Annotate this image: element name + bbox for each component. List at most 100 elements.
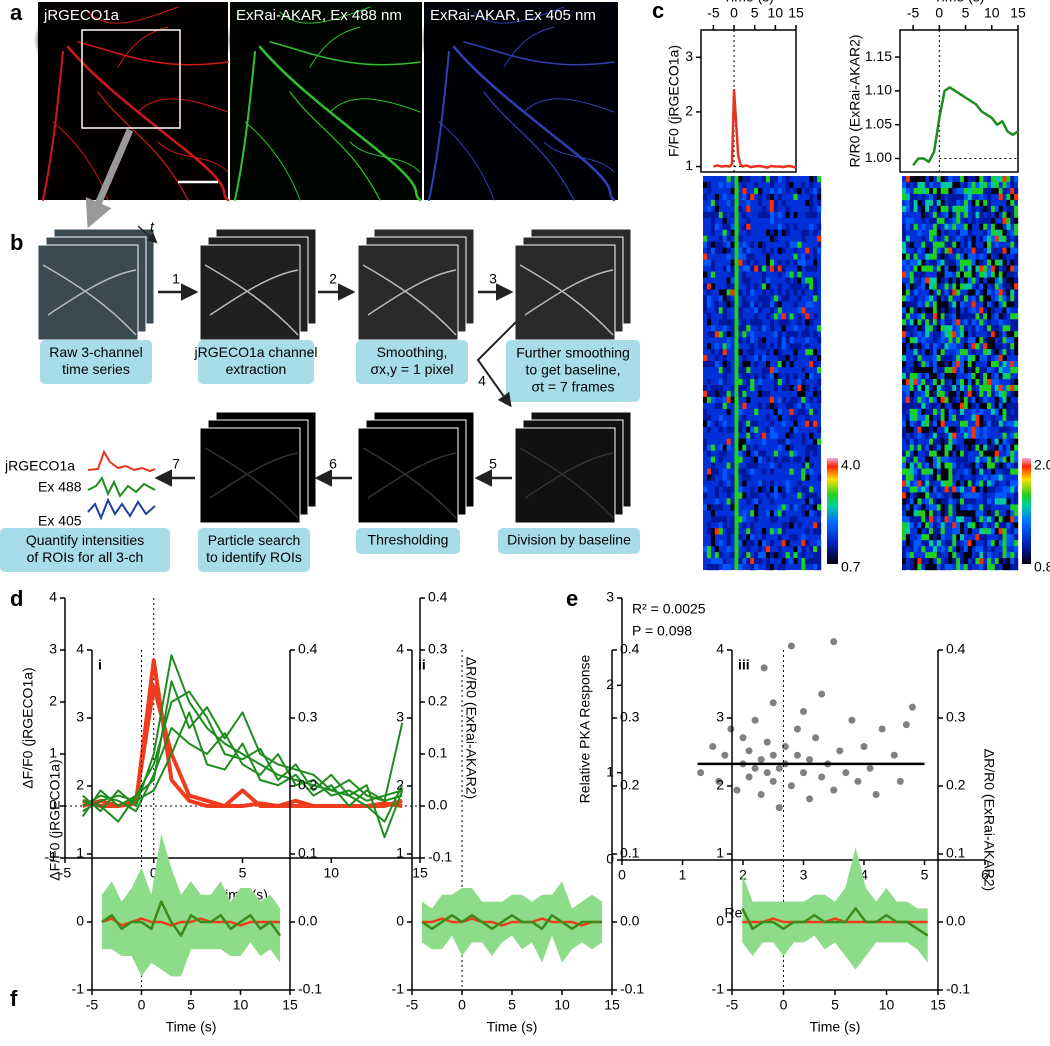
heatmap-cell xyxy=(909,319,914,326)
heatmap-cell xyxy=(1002,426,1007,433)
heatmap-cell xyxy=(742,325,747,332)
heatmap-cell xyxy=(706,259,712,266)
heatmap-cell xyxy=(936,319,941,326)
heatmap-cell xyxy=(940,187,945,195)
heatmap-cell xyxy=(921,522,926,529)
heatmap-cell xyxy=(797,378,802,386)
heatmap-cell xyxy=(990,456,995,463)
heatmap-cell xyxy=(734,367,739,374)
heatmap-cell xyxy=(726,265,731,272)
heatmap-cell xyxy=(742,176,747,183)
heatmap-cell xyxy=(909,193,914,201)
heatmap-cell xyxy=(726,396,731,404)
heatmap-cell xyxy=(1002,355,1007,362)
heatmap-cell xyxy=(902,432,907,439)
data-line xyxy=(713,88,797,169)
heatmap-cell xyxy=(734,313,739,320)
heatmap-cell xyxy=(983,349,988,356)
heatmap-cell xyxy=(990,378,995,386)
heatmap-cell xyxy=(801,462,806,469)
heatmap-cell xyxy=(925,414,930,421)
heatmap-cell xyxy=(913,289,918,296)
heatmap-cell xyxy=(971,289,976,296)
data-point xyxy=(806,756,814,764)
heatmap-cell xyxy=(789,504,794,511)
heatmap-cell xyxy=(971,235,976,242)
step-text: Smoothing, xyxy=(377,344,448,360)
heatmap-cell xyxy=(781,325,786,332)
image-texture xyxy=(204,447,299,519)
heatmap-cell xyxy=(1014,516,1019,523)
trace xyxy=(87,475,156,498)
heatmap-cell xyxy=(963,444,968,451)
heatmap-cell xyxy=(913,253,918,260)
heatmap-cell xyxy=(983,187,988,195)
heatmap-cell xyxy=(809,223,814,230)
heatmap-cell xyxy=(932,546,937,553)
heatmap-cell xyxy=(979,528,984,535)
heatmap-cell xyxy=(781,319,786,326)
heatmap-cell xyxy=(1006,384,1011,392)
heatmap-cell xyxy=(773,229,778,236)
heatmap-cell xyxy=(1002,349,1007,356)
heatmap-cell xyxy=(809,283,814,290)
y-axis-label: R/R0 (ExRai-AKAR2) xyxy=(847,34,863,167)
heatmap-cell xyxy=(754,420,759,427)
step-number: 2 xyxy=(329,271,337,287)
heatmap-cell xyxy=(990,480,995,487)
heatmap-cell xyxy=(805,474,810,481)
heatmap-cell xyxy=(932,331,937,338)
heatmap-cell xyxy=(952,181,957,189)
heatmap-cell xyxy=(902,378,907,386)
heatmap-cell xyxy=(956,534,961,541)
heatmap-cell xyxy=(913,367,918,374)
heatmap-cell xyxy=(703,390,708,398)
heatmap-cell xyxy=(801,402,806,410)
heatmap-cell xyxy=(1006,396,1011,404)
heatmap-cell xyxy=(921,373,926,380)
heatmap-cell xyxy=(734,295,739,302)
heatmap-cell xyxy=(925,474,930,481)
heatmap-cell xyxy=(998,540,1003,547)
heatmap-cell xyxy=(722,265,727,272)
heatmap-cell xyxy=(750,492,755,499)
heatmap-cell xyxy=(805,444,810,451)
heatmap-cell xyxy=(956,187,961,195)
heatmap-cell xyxy=(746,217,751,224)
heatmap-cell xyxy=(905,193,910,201)
heatmap-cell xyxy=(738,564,743,571)
step-number: 1 xyxy=(172,271,180,287)
heatmap-cell xyxy=(921,486,926,493)
heatmap-cell xyxy=(714,211,719,218)
data-point xyxy=(812,734,820,742)
heatmap-cell xyxy=(967,396,972,404)
heatmap-cell xyxy=(948,259,953,266)
heatmap-cell xyxy=(983,444,988,451)
heatmap-cell xyxy=(956,313,961,320)
heatmap-cell xyxy=(994,480,999,487)
heatmap-cell xyxy=(769,187,774,195)
heatmap-cell xyxy=(769,540,774,547)
heatmap-cell xyxy=(925,408,930,415)
heatmap-cell xyxy=(994,349,999,356)
heatmap-cell xyxy=(742,295,747,302)
heatmap-cell xyxy=(714,498,719,505)
heatmap-cell xyxy=(762,486,767,493)
heatmap-cell xyxy=(902,402,907,410)
heatmap-cell xyxy=(909,253,914,260)
heatmap-cell xyxy=(902,301,907,308)
heatmap-cell xyxy=(948,408,953,415)
heatmap-cell xyxy=(932,552,937,559)
heatmap-cell xyxy=(925,283,930,290)
heatmap-cell xyxy=(963,235,968,242)
heatmap-cell xyxy=(994,253,999,260)
heatmap-cell xyxy=(963,229,968,236)
heatmap-cell xyxy=(909,486,914,493)
heatmap-cell xyxy=(932,373,937,380)
heatmap-cell xyxy=(971,480,976,487)
heatmap-cell xyxy=(940,307,945,314)
heatmap-cell xyxy=(1014,259,1019,266)
heatmap-cell xyxy=(742,438,747,445)
heatmap-cell xyxy=(967,241,972,248)
heatmap-cell xyxy=(781,438,786,445)
